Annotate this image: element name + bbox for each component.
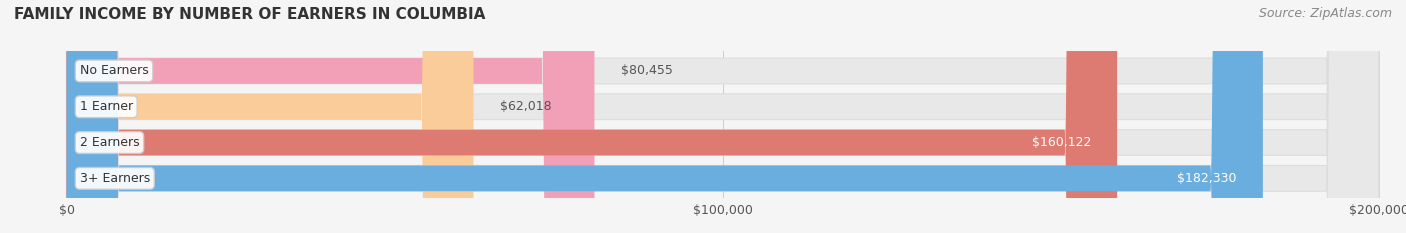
Text: $80,455: $80,455 [620, 65, 672, 77]
Text: $160,122: $160,122 [1032, 136, 1091, 149]
FancyBboxPatch shape [66, 0, 474, 233]
Text: $182,330: $182,330 [1177, 172, 1237, 185]
FancyBboxPatch shape [66, 0, 1263, 233]
Text: 2 Earners: 2 Earners [80, 136, 139, 149]
Text: Source: ZipAtlas.com: Source: ZipAtlas.com [1258, 7, 1392, 20]
FancyBboxPatch shape [66, 0, 1118, 233]
Text: FAMILY INCOME BY NUMBER OF EARNERS IN COLUMBIA: FAMILY INCOME BY NUMBER OF EARNERS IN CO… [14, 7, 485, 22]
FancyBboxPatch shape [66, 0, 1379, 233]
FancyBboxPatch shape [66, 0, 595, 233]
Text: $62,018: $62,018 [499, 100, 551, 113]
FancyBboxPatch shape [66, 0, 1379, 233]
Text: 1 Earner: 1 Earner [80, 100, 132, 113]
FancyBboxPatch shape [66, 0, 1379, 233]
Text: No Earners: No Earners [80, 65, 149, 77]
Text: 3+ Earners: 3+ Earners [80, 172, 150, 185]
FancyBboxPatch shape [66, 0, 1379, 233]
